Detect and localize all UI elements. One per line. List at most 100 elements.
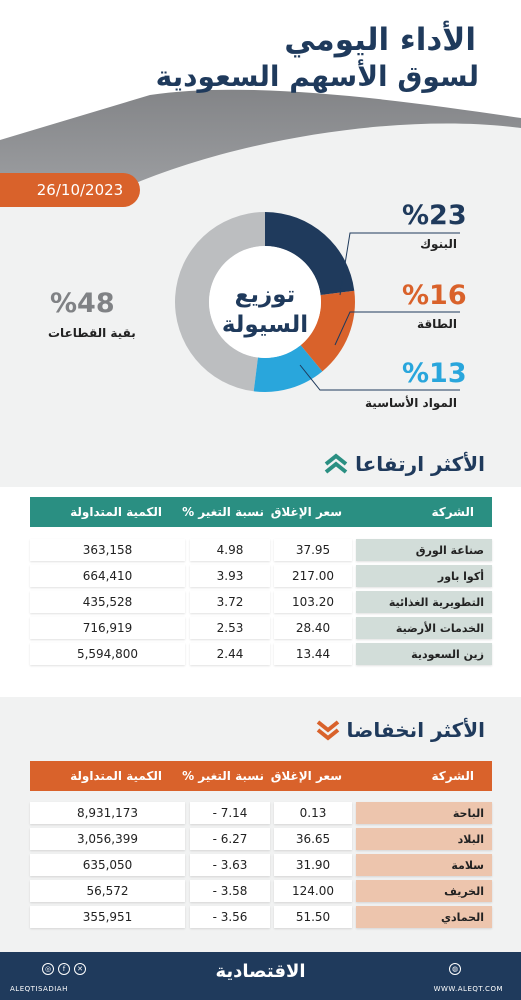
cell-change: 2.44 [190, 643, 270, 665]
cell-company: الباحة [356, 802, 492, 824]
gainers-table-header: الشركة سعر الإغلاق نسبة التغير % الكمية … [30, 497, 492, 527]
label-energy: الطاقة [417, 317, 457, 331]
leader-line-banks [339, 232, 460, 296]
losers-title-text: الأكثر انخفاضا [346, 718, 485, 742]
col-close: سعر الإغلاق [270, 769, 342, 783]
leader-line-materials [299, 364, 460, 391]
donut-hole [209, 246, 321, 358]
cell-company: الحمادي [356, 906, 492, 928]
donut-center-label: توزيع السيولة [210, 280, 320, 340]
cell-close: 51.50 [274, 906, 352, 928]
footer: ◎ f ✕ ALEQTISADIAH الاقتصادية ◍ WWW.ALEQ… [0, 952, 521, 1000]
pct-banks: %23 [402, 200, 467, 231]
cell-qty: 5,594,800 [30, 643, 185, 665]
cell-close: 31.90 [274, 854, 352, 876]
donut-slice-banks [265, 212, 355, 295]
cell-change: 3.93 [190, 565, 270, 587]
liquidity-distribution: توزيع السيولة %23 البنوك %16 الطاقة %13 … [0, 200, 521, 440]
cell-qty: 3,056,399 [30, 828, 185, 850]
cell-company: أكوا باور [356, 565, 492, 587]
gainers-title: الأكثر ارتفاعا [323, 452, 485, 476]
date-badge: 26/10/2023 [0, 173, 140, 207]
col-qty: الكمية المتداولة [70, 769, 162, 783]
table-row: 635,050 - 3.63 31.90 سلامة [30, 854, 492, 876]
cell-company: صناعة الورق [356, 539, 492, 561]
table-row: 435,528 3.72 103.20 التطويرية الغذائية [30, 591, 492, 613]
cell-change: - 3.56 [190, 906, 270, 928]
donut-center-line2: السيولة [221, 312, 309, 338]
globe-icon[interactable]: ◍ [449, 963, 461, 975]
cell-qty: 8,931,173 [30, 802, 185, 824]
col-change: نسبة التغير % [182, 769, 264, 783]
label-banks: البنوك [420, 237, 457, 251]
cell-close: 124.00 [274, 880, 352, 902]
table-row: 716,919 2.53 28.40 الخدمات الأرضية [30, 617, 492, 639]
header-background [0, 0, 521, 200]
table-row: 5,594,800 2.44 13.44 زين السعودية [30, 643, 492, 665]
cell-qty: 355,951 [30, 906, 185, 928]
cell-qty: 635,050 [30, 854, 185, 876]
col-change: نسبة التغير % [182, 505, 264, 519]
cell-change: 4.98 [190, 539, 270, 561]
losers-title: الأكثر انخفاضا [315, 718, 485, 742]
liquidity-donut-chart [174, 212, 460, 392]
cell-close: 103.20 [274, 591, 352, 613]
col-close: سعر الإغلاق [270, 505, 342, 519]
col-company: الشركة [431, 769, 474, 783]
pct-materials: %13 [402, 358, 467, 389]
cell-company: زين السعودية [356, 643, 492, 665]
gainers-title-text: الأكثر ارتفاعا [355, 452, 485, 476]
page-title-line1: الأداء اليومي [284, 22, 476, 58]
label-other: بقية القطاعات [48, 326, 136, 340]
label-materials: المواد الأساسية [365, 396, 457, 410]
col-qty: الكمية المتداولة [70, 505, 162, 519]
pct-other: %48 [50, 288, 115, 319]
x-icon[interactable]: ✕ [74, 963, 86, 975]
page-title-line2: لسوق الأسهم السعودية [155, 60, 479, 93]
cell-change: 3.72 [190, 591, 270, 613]
instagram-icon[interactable]: ◎ [42, 963, 54, 975]
cell-company: الخريف [356, 880, 492, 902]
table-row: 664,410 3.93 217.00 أكوا باور [30, 565, 492, 587]
cell-qty: 56,572 [30, 880, 185, 902]
cell-change: - 3.63 [190, 854, 270, 876]
table-row: 3,056,399 - 6.27 36.65 البلاد [30, 828, 492, 850]
cell-close: 13.44 [274, 643, 352, 665]
cell-company: البلاد [356, 828, 492, 850]
cell-change: 2.53 [190, 617, 270, 639]
table-row: 355,951 - 3.56 51.50 الحمادي [30, 906, 492, 928]
cell-close: 28.40 [274, 617, 352, 639]
cell-qty: 363,158 [30, 539, 185, 561]
brand-logo: الاقتصادية [215, 961, 306, 982]
cell-change: - 7.14 [190, 802, 270, 824]
losers-table-header: الشركة سعر الإغلاق نسبة التغير % الكمية … [30, 761, 492, 791]
cell-close: 37.95 [274, 539, 352, 561]
cell-company: التطويرية الغذائية [356, 591, 492, 613]
table-row: 8,931,173 - 7.14 0.13 الباحة [30, 802, 492, 824]
table-row: 56,572 - 3.58 124.00 الخريف [30, 880, 492, 902]
cell-qty: 435,528 [30, 591, 185, 613]
table-row: 363,158 4.98 37.95 صناعة الورق [30, 539, 492, 561]
website-link[interactable]: WWW.ALEQT.COM [433, 985, 503, 993]
cell-change: - 3.58 [190, 880, 270, 902]
donut-slice-other [174, 212, 265, 392]
double-chevron-up-icon [324, 453, 348, 474]
donut-slice-energy [300, 290, 355, 372]
double-chevron-down-icon [316, 720, 339, 741]
cell-close: 217.00 [274, 565, 352, 587]
cell-close: 36.65 [274, 828, 352, 850]
leader-line-energy [334, 311, 460, 346]
header: الأداء اليومي لسوق الأسهم السعودية [0, 0, 521, 200]
cell-close: 0.13 [274, 802, 352, 824]
col-company: الشركة [431, 505, 474, 519]
donut-slice-materials [253, 345, 323, 392]
cell-qty: 664,410 [30, 565, 185, 587]
cell-company: سلامة [356, 854, 492, 876]
cell-company: الخدمات الأرضية [356, 617, 492, 639]
cell-qty: 716,919 [30, 617, 185, 639]
facebook-icon[interactable]: f [58, 963, 70, 975]
cell-change: - 6.27 [190, 828, 270, 850]
social-handle: ALEQTISADIAH [10, 985, 68, 993]
donut-center-line1: توزيع [234, 282, 296, 308]
pct-energy: %16 [402, 280, 467, 311]
